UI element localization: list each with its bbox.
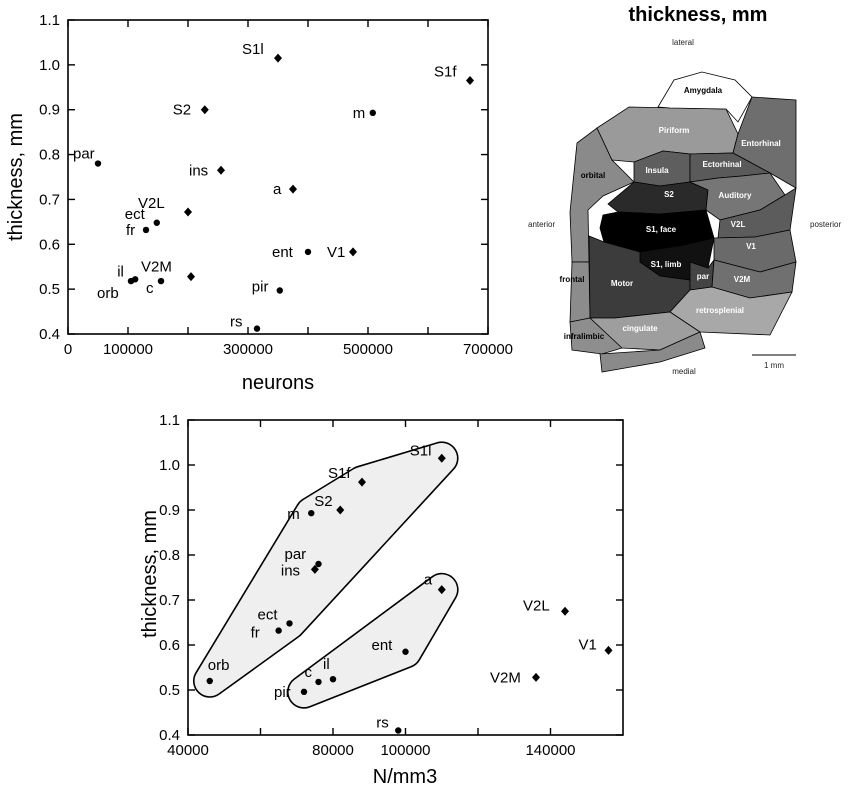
data-point-v2m: [187, 272, 195, 282]
point-label-par: par: [73, 146, 95, 163]
y-tick-label: 0.7: [39, 191, 60, 208]
x-tick-label: 500000: [343, 341, 393, 358]
x-tick-label: 100000: [103, 341, 153, 358]
x-tick-label: 0: [64, 341, 72, 358]
point-label-m: m: [353, 105, 366, 122]
data-point-s1l: [274, 53, 282, 63]
data-point-v1: [349, 247, 357, 257]
point-label-ent: ent: [272, 244, 294, 261]
data-point-s1f: [466, 76, 474, 86]
point-label-orb: orb: [97, 285, 119, 302]
x-tick-label: 700000: [463, 341, 513, 358]
data-point-par: [94, 160, 102, 167]
point-label-s2: S2: [173, 102, 191, 119]
data-point-pir: [276, 287, 283, 294]
point-label-fr: fr: [126, 222, 135, 239]
point-label-ect: ect: [125, 206, 146, 223]
point-label-rs: rs: [230, 314, 243, 331]
data-point-ins: [217, 165, 225, 175]
data-point-m: [369, 109, 376, 117]
point-label-il: il: [117, 263, 124, 280]
point-label-v2m: V2M: [141, 259, 172, 276]
point-label-v2l: V2L: [138, 195, 165, 212]
point-label-s1l: S1l: [242, 41, 264, 58]
y-tick-label: 1.1: [39, 12, 60, 29]
data-point-a: [289, 184, 297, 194]
data-point-rs: [253, 325, 261, 332]
y-tick-label: 0.8: [39, 147, 60, 164]
data-point-fr: [142, 226, 150, 234]
y-axis-title: thickness, mm: [5, 113, 27, 241]
data-point-c: [157, 277, 165, 285]
point-label-s1f: S1f: [434, 64, 457, 81]
data-point-v2l: [184, 207, 192, 217]
x-axis-title: neurons: [242, 372, 314, 394]
point-label-ins: ins: [189, 162, 208, 179]
x-tick-label: 300000: [223, 341, 273, 358]
y-tick-label: 0.9: [39, 102, 60, 119]
data-point-orb: [127, 277, 135, 285]
y-tick-label: 1.0: [39, 57, 60, 74]
y-tick-label: 0.4: [39, 326, 60, 343]
data-point-s2: [200, 105, 209, 115]
data-point-ect: [153, 219, 160, 226]
point-label-c: c: [146, 280, 154, 297]
plot-frame: [67, 19, 489, 335]
point-label-pir: pir: [252, 278, 269, 295]
point-label-v1: V1: [327, 244, 345, 261]
y-tick-label: 0.5: [39, 281, 60, 298]
y-tick-label: 0.6: [39, 236, 60, 253]
data-point-ent: [304, 248, 312, 256]
point-label-a: a: [273, 181, 282, 198]
